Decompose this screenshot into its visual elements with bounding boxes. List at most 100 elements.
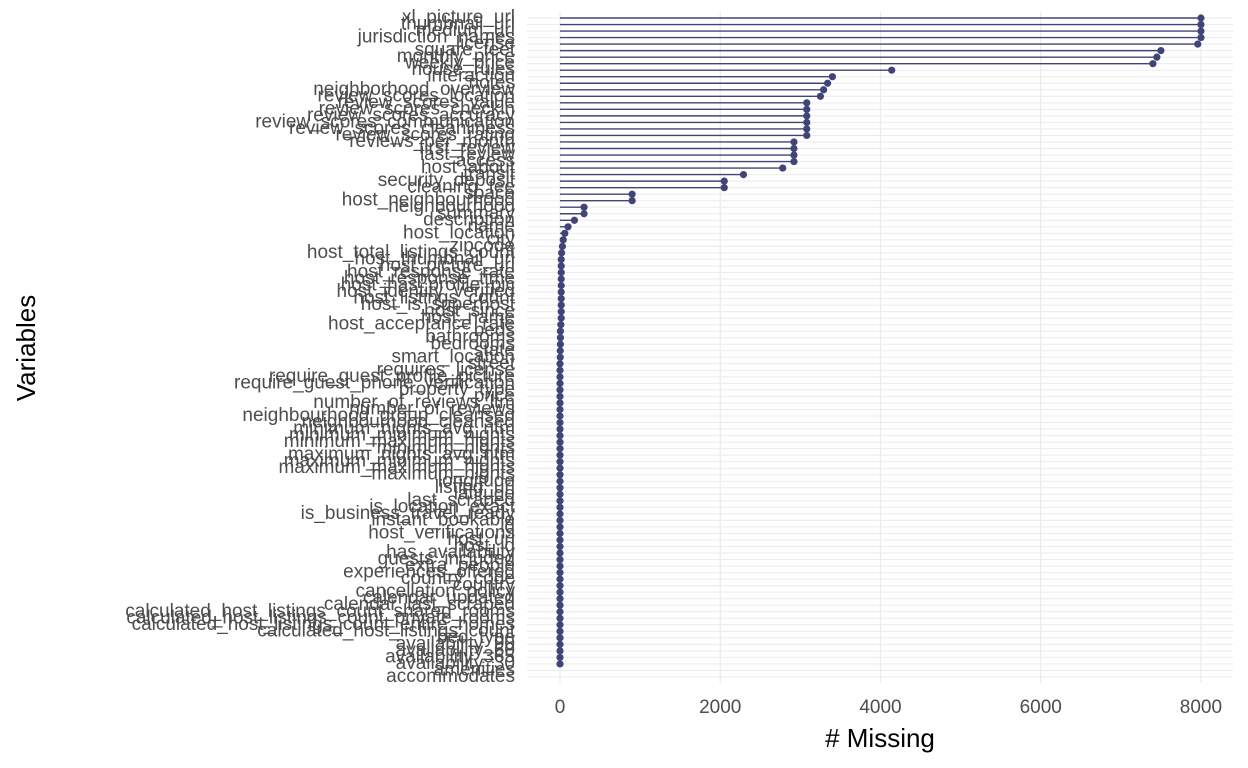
- y-tick-label: accommodates: [386, 666, 515, 687]
- y-tick-label: city: [487, 229, 516, 250]
- lollipop-point: [803, 125, 811, 133]
- x-tick-label: 6000: [1020, 697, 1062, 718]
- lollipop-point: [556, 412, 564, 420]
- lollipop-point: [570, 216, 579, 224]
- lollipop-point: [556, 582, 564, 590]
- y-tick-label: first_review: [419, 138, 515, 159]
- lollipop-point: [558, 249, 566, 257]
- lollipop-point: [557, 255, 565, 264]
- y-tick-label: minimum_maximum_nights: [284, 431, 515, 452]
- y-tick-label: minimum_nights_avg_ntm: [293, 418, 515, 439]
- y-tick-label: calendar_last_scraped: [324, 594, 515, 615]
- y-tick-label: review_scores_location: [318, 85, 516, 106]
- lollipop-point: [564, 223, 572, 231]
- lollipop-point: [556, 347, 564, 355]
- y-tick-label: review_scores_checkin: [319, 98, 515, 119]
- y-tick-label: host_listings_count: [353, 288, 515, 309]
- y-tick-label: host_url: [447, 529, 515, 550]
- y-tick-label: monthly_price: [397, 46, 515, 67]
- y-tick-label: notes: [469, 72, 515, 93]
- lollipop-point: [556, 575, 564, 583]
- y-tick-label: beds: [474, 320, 515, 341]
- y-tick-label: space: [464, 183, 515, 204]
- lollipop-point: [556, 542, 564, 551]
- lollipop-point: [556, 595, 564, 603]
- lollipop-point: [556, 569, 564, 577]
- y-tick-label: review_scores_communication: [255, 111, 515, 132]
- lollipop-point: [824, 79, 832, 87]
- y-tick-label: neighbourhood: [388, 196, 515, 217]
- lollipop-point: [556, 653, 564, 662]
- y-tick-label: review_scores_cleanliness: [289, 118, 515, 139]
- lollipop-point: [1197, 33, 1205, 42]
- y-tick-label: maximum_nights_avg_ntm: [288, 444, 515, 465]
- y-tick-label: security_deposit: [378, 170, 516, 191]
- y-tick-label: number_of_reviews: [349, 399, 515, 420]
- lollipop-point: [816, 92, 824, 100]
- y-tick-label: medium_url: [416, 20, 515, 41]
- lollipop-point: [556, 445, 564, 453]
- lollipop-point: [556, 399, 564, 407]
- lollipop-point: [559, 236, 567, 244]
- y-tick-label: amenities: [434, 659, 515, 680]
- lollipop-point: [1157, 47, 1165, 55]
- lollipop-point: [556, 405, 564, 414]
- y-tick-label: summary: [437, 203, 516, 224]
- y-tick-label: jurisdiction_names: [357, 27, 515, 48]
- lollipop-point: [556, 647, 564, 655]
- y-tick-label: host_location: [403, 222, 515, 243]
- y-tick-label: experiences_offered: [343, 562, 515, 583]
- lollipop-point: [556, 484, 564, 492]
- lollipop-point: [556, 471, 564, 479]
- lollipop-point: [556, 353, 564, 361]
- lollipop-point: [557, 262, 565, 270]
- lollipop-point: [556, 425, 564, 433]
- y-tick-label: number_of_reviews_ltm: [313, 392, 515, 413]
- lollipop-point: [628, 190, 636, 198]
- y-tick-label: weekly_price: [404, 53, 515, 74]
- y-tick-label: host_since: [424, 301, 515, 322]
- y-tick-label: state: [474, 340, 515, 361]
- y-tick-label: calculated_host_listings_count_private_r…: [126, 607, 515, 628]
- y-tick-label: bathrooms: [425, 327, 515, 348]
- lollipop-point: [556, 477, 564, 485]
- lollipop-point: [561, 229, 569, 237]
- lollipop-point: [580, 203, 588, 211]
- x-tick-label: 4000: [859, 697, 901, 718]
- lollipop-point: [556, 360, 564, 368]
- lollipop-point: [556, 549, 564, 557]
- y-tick-label: guests_included: [378, 549, 515, 570]
- lollipop-point: [790, 138, 798, 146]
- lollipop-point: [779, 164, 787, 172]
- y-tick-label: transit: [463, 164, 515, 185]
- y-tick-label: require_guest_profile_picture: [269, 366, 515, 387]
- lollipop-point: [1197, 14, 1205, 22]
- lollipop-point: [556, 366, 564, 374]
- y-tick-label: host_has_profile_pic: [341, 275, 515, 296]
- y-tick-label: access: [456, 151, 515, 172]
- y-tick-label: square_feet: [415, 40, 516, 61]
- y-tick-label: is_business_travel_ready: [301, 503, 516, 524]
- y-tick-label: bed_type: [437, 627, 515, 648]
- y-tick-label: requires_license: [377, 359, 515, 380]
- y-tick-label: name: [467, 216, 515, 237]
- lollipop-point: [803, 118, 811, 126]
- y-tick-label: calculated_host_listings_count: [257, 620, 515, 641]
- y-tick-label: host_about: [421, 157, 516, 178]
- lollipop-point: [556, 418, 564, 427]
- y-tick-label: listing_url: [435, 477, 515, 498]
- y-tick-label: bedrooms: [431, 333, 516, 354]
- y-tick-label: has_availability: [386, 542, 515, 563]
- y-tick-label: maximum_minimum_nights: [284, 451, 515, 472]
- y-tick-label: neighborhood_overview: [313, 79, 515, 100]
- y-tick-label: availability_60: [396, 640, 515, 661]
- lollipop-point: [556, 386, 564, 394]
- y-tick-label: maximum_maximum_nights: [278, 457, 515, 478]
- lollipop-point: [556, 373, 564, 381]
- lollipop-point: [628, 197, 636, 205]
- y-tick-label: availability_90: [396, 633, 515, 654]
- y-tick-label: interaction: [427, 66, 515, 87]
- y-tick-label: host_response_rate: [347, 261, 515, 282]
- lollipop-point: [556, 431, 564, 440]
